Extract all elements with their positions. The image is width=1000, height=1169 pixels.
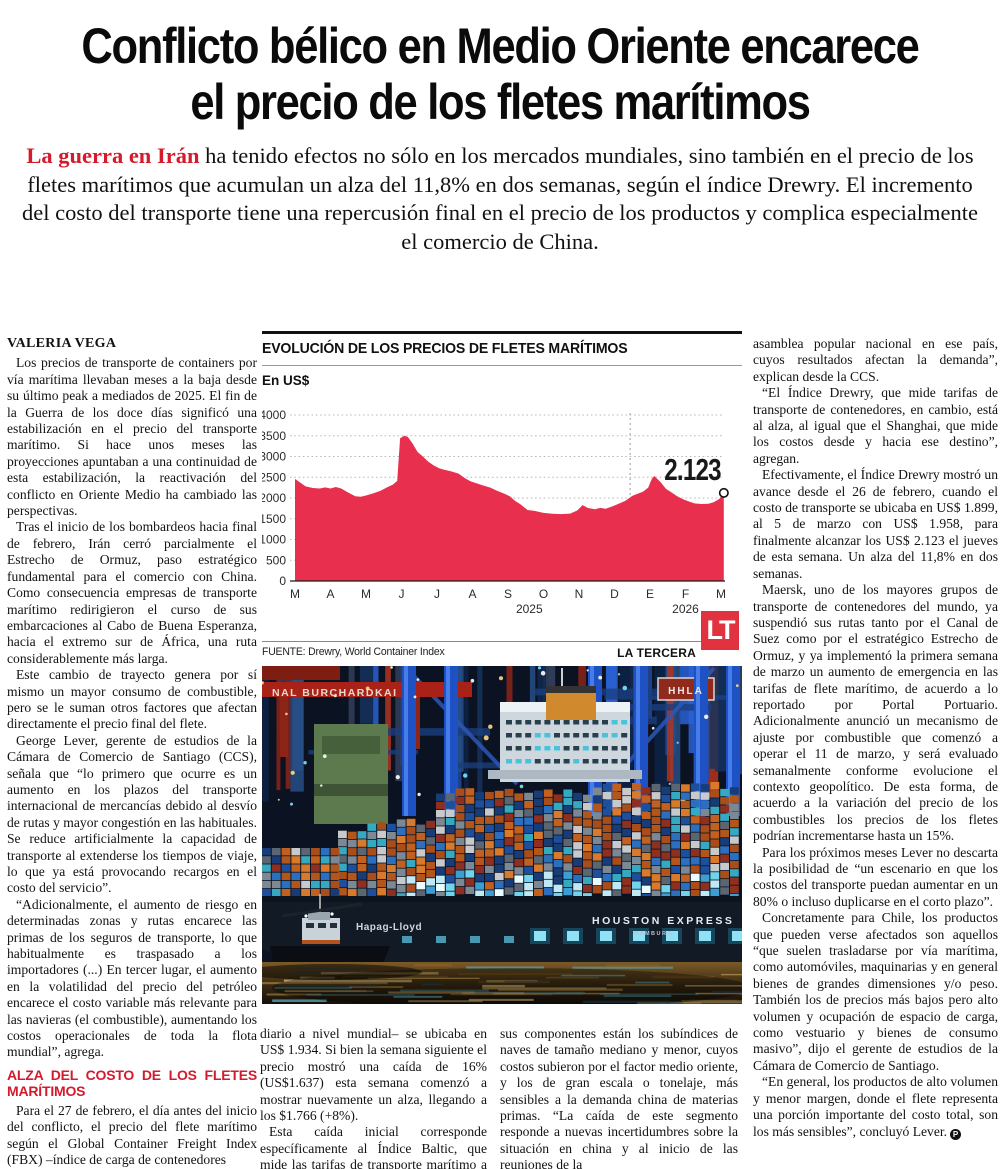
paragraph: Efectivamente, el Índice Drewry mostró u…	[753, 467, 998, 581]
paragraph: “Adicionalmente, el aumento de riesgo en…	[7, 896, 257, 1060]
section-subhead: ALZA DEL COSTO DE LOS FLETES MARÍTIMOS	[7, 1066, 257, 1100]
svg-text:N: N	[575, 587, 584, 601]
column-1-paragraphs: Los precios de transporte de containers …	[7, 355, 257, 1060]
svg-text:A: A	[468, 587, 476, 601]
svg-text:0: 0	[279, 574, 286, 588]
lede: La guerra en Irán ha tenido efectos no s…	[20, 142, 980, 256]
body-column-2: diario a nivel mundial– se ubicaba en US…	[260, 1026, 487, 1169]
chart-top-rule	[262, 331, 742, 334]
chart-source-rule	[262, 641, 702, 642]
paragraph: Los precios de transporte de containers …	[7, 355, 257, 519]
byline: VALERIA VEGA	[7, 336, 117, 351]
paragraph: Para el 27 de febrero, el día antes del …	[7, 1102, 257, 1168]
paragraph: Para los próximos meses Lever no descart…	[753, 844, 998, 909]
svg-text:4000: 4000	[262, 408, 286, 422]
body-column-4: asamblea popular nacional en ese país, c…	[753, 336, 998, 1169]
svg-text:F: F	[682, 587, 689, 601]
svg-text:M: M	[716, 587, 726, 601]
paragraph: asamblea popular nacional en ese país, c…	[753, 336, 998, 384]
paragraph: sus componentes están los subíndices de …	[500, 1026, 738, 1169]
hhla-sign-text: HHLA	[668, 686, 704, 697]
chart-unit-label: En US$	[262, 373, 310, 388]
chart-title: EVOLUCIÓN DE LOS PRECIOS DE FLETES MARÍT…	[262, 340, 628, 357]
svg-text:2500: 2500	[262, 470, 286, 484]
svg-text:2025: 2025	[516, 602, 543, 616]
headline-line-1: Conflicto bélico en Medio Oriente encare…	[81, 18, 919, 74]
lede-lead-in: La guerra en Irán	[26, 143, 200, 168]
paragraph: Tras el inicio de los bombardeos hacia f…	[7, 519, 257, 666]
svg-text:A: A	[326, 587, 334, 601]
body-column-3: sus componentes están los subíndices de …	[500, 1026, 738, 1169]
svg-text:S: S	[504, 587, 512, 601]
ship-home-port-text: HAMBURG	[634, 931, 673, 937]
svg-text:1500: 1500	[262, 512, 286, 526]
hull-brand-text: Hapag-Lloyd	[356, 922, 422, 933]
svg-text:M: M	[290, 587, 300, 601]
svg-text:J: J	[399, 587, 405, 601]
article-end-icon: P	[950, 1128, 962, 1140]
svg-text:1000: 1000	[262, 533, 286, 547]
terminal-sign-text: NAL BURCHARDKAI	[272, 687, 398, 699]
port-container-ship-photo: NAL BURCHARDKAI HHLA Hapag-Lloyd HOUSTON…	[262, 666, 742, 1004]
freight-chart-module: EVOLUCIÓN DE LOS PRECIOS DE FLETES MARÍT…	[262, 331, 742, 665]
photo-artwork	[262, 666, 742, 1004]
svg-text:D: D	[610, 587, 619, 601]
chart-brand-text: LA TERCERA	[617, 646, 696, 660]
freight-price-area-chart: 0 500 1000 1500 2000 2500 3000 3500 4000 M A M J J A S O…	[262, 408, 729, 616]
svg-text:E: E	[646, 587, 654, 601]
paragraph: “En general, los productos de alto volum…	[753, 1074, 998, 1140]
body-column-1: VALERIA VEGA Los precios de transporte d…	[7, 336, 257, 1169]
svg-text:M: M	[361, 587, 371, 601]
chart-sub-rule	[262, 365, 742, 366]
headline: Conflicto bélico en Medio Oriente encare…	[0, 18, 1000, 130]
lede-text: ha tenido efectos no sólo en los mercado…	[22, 143, 978, 254]
la-tercera-logo: LT	[701, 611, 739, 650]
paragraph: “El Índice Drewry, que mide tarifas de t…	[753, 385, 998, 466]
svg-text:J: J	[434, 587, 440, 601]
column-1-paragraphs-b: Para el 27 de febrero, el día antes del …	[7, 1103, 257, 1169]
paragraph: diario a nivel mundial– se ubicaba en US…	[260, 1026, 487, 1124]
svg-text:500: 500	[266, 553, 286, 567]
paragraph: Esta caída inicial corresponde específic…	[260, 1124, 487, 1169]
paragraph: Este cambio de trayecto genera por sí mi…	[7, 667, 257, 732]
ship-name-text: HOUSTON EXPRESS	[592, 915, 734, 927]
paragraph: George Lever, gerente de estudios de la …	[7, 732, 257, 896]
chart-source: FUENTE: Drewry, World Container Index	[262, 646, 445, 658]
svg-text:2026: 2026	[672, 602, 699, 616]
paragraph: Maersk, uno de los mayores grupos de tra…	[753, 582, 998, 844]
paragraph: Concretamente para Chile, los productos …	[753, 910, 998, 1073]
svg-text:2000: 2000	[262, 491, 286, 505]
svg-text:3000: 3000	[262, 450, 286, 464]
svg-text:2.123: 2.123	[664, 452, 721, 487]
la-tercera-logo-letters: LT	[706, 615, 736, 645]
svg-text:3500: 3500	[262, 429, 286, 443]
headline-line-2: el precio de los fletes marítimos	[190, 74, 811, 130]
svg-text:O: O	[539, 587, 548, 601]
